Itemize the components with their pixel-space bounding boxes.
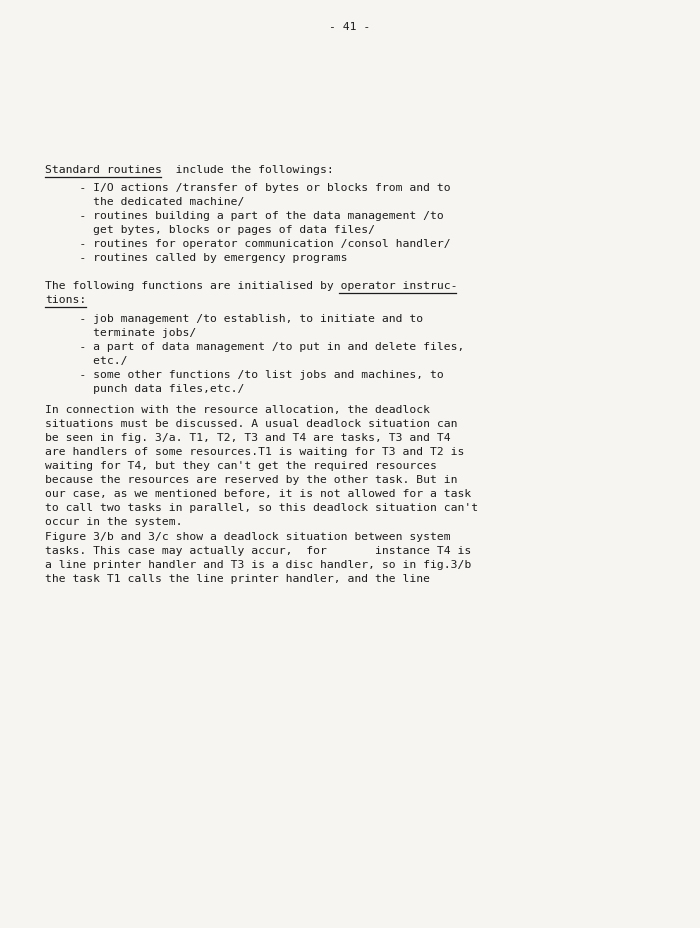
Text: be seen in fig. 3/a. T1, T2, T3 and T4 are tasks, T3 and T4: be seen in fig. 3/a. T1, T2, T3 and T4 a… [45,432,451,443]
Text: get bytes, blocks or pages of data files/: get bytes, blocks or pages of data files… [45,225,375,235]
Text: - some other functions /to list jobs and machines, to: - some other functions /to list jobs and… [45,369,444,380]
Text: Figure 3/b and 3/c show a deadlock situation between system: Figure 3/b and 3/c show a deadlock situa… [45,532,451,541]
Text: occur in the system.: occur in the system. [45,517,183,526]
Text: - routines for operator communication /consol handler/: - routines for operator communication /c… [45,238,451,249]
Text: situations must be discussed. A usual deadlock situation can: situations must be discussed. A usual de… [45,419,458,429]
Text: - routines building a part of the data management /to: - routines building a part of the data m… [45,211,444,221]
Text: - 41 -: - 41 - [330,22,370,32]
Text: Standard routines  include the followings:: Standard routines include the followings… [45,165,334,174]
Text: waiting for T4, but they can't get the required resources: waiting for T4, but they can't get the r… [45,460,437,470]
Text: the dedicated machine/: the dedicated machine/ [45,197,244,207]
Text: tasks. This case may actually accur,  for       instance T4 is: tasks. This case may actually accur, for… [45,546,471,555]
Text: terminate jobs/: terminate jobs/ [45,328,196,338]
Text: punch data files,etc./: punch data files,etc./ [45,383,244,393]
Text: our case, as we mentioned before, it is not allowed for a task: our case, as we mentioned before, it is … [45,488,471,498]
Text: the task T1 calls the line printer handler, and the line: the task T1 calls the line printer handl… [45,574,430,584]
Text: - I/O actions /transfer of bytes or blocks from and to: - I/O actions /transfer of bytes or bloc… [45,183,451,193]
Text: The following functions are initialised by operator instruc-: The following functions are initialised … [45,280,458,290]
Text: a line printer handler and T3 is a disc handler, so in fig.3/b: a line printer handler and T3 is a disc … [45,560,471,570]
Text: In connection with the resource allocation, the deadlock: In connection with the resource allocati… [45,405,430,415]
Text: - routines called by emergency programs: - routines called by emergency programs [45,252,347,263]
Text: tions:: tions: [45,295,86,304]
Text: to call two tasks in parallel, so this deadlock situation can't: to call two tasks in parallel, so this d… [45,502,478,512]
Text: etc./: etc./ [45,355,127,366]
Text: are handlers of some resources.T1 is waiting for T3 and T2 is: are handlers of some resources.T1 is wai… [45,446,464,457]
Text: - job management /to establish, to initiate and to: - job management /to establish, to initi… [45,314,423,324]
Text: because the resources are reserved by the other task. But in: because the resources are reserved by th… [45,474,458,484]
Text: - a part of data management /to put in and delete files,: - a part of data management /to put in a… [45,342,464,352]
